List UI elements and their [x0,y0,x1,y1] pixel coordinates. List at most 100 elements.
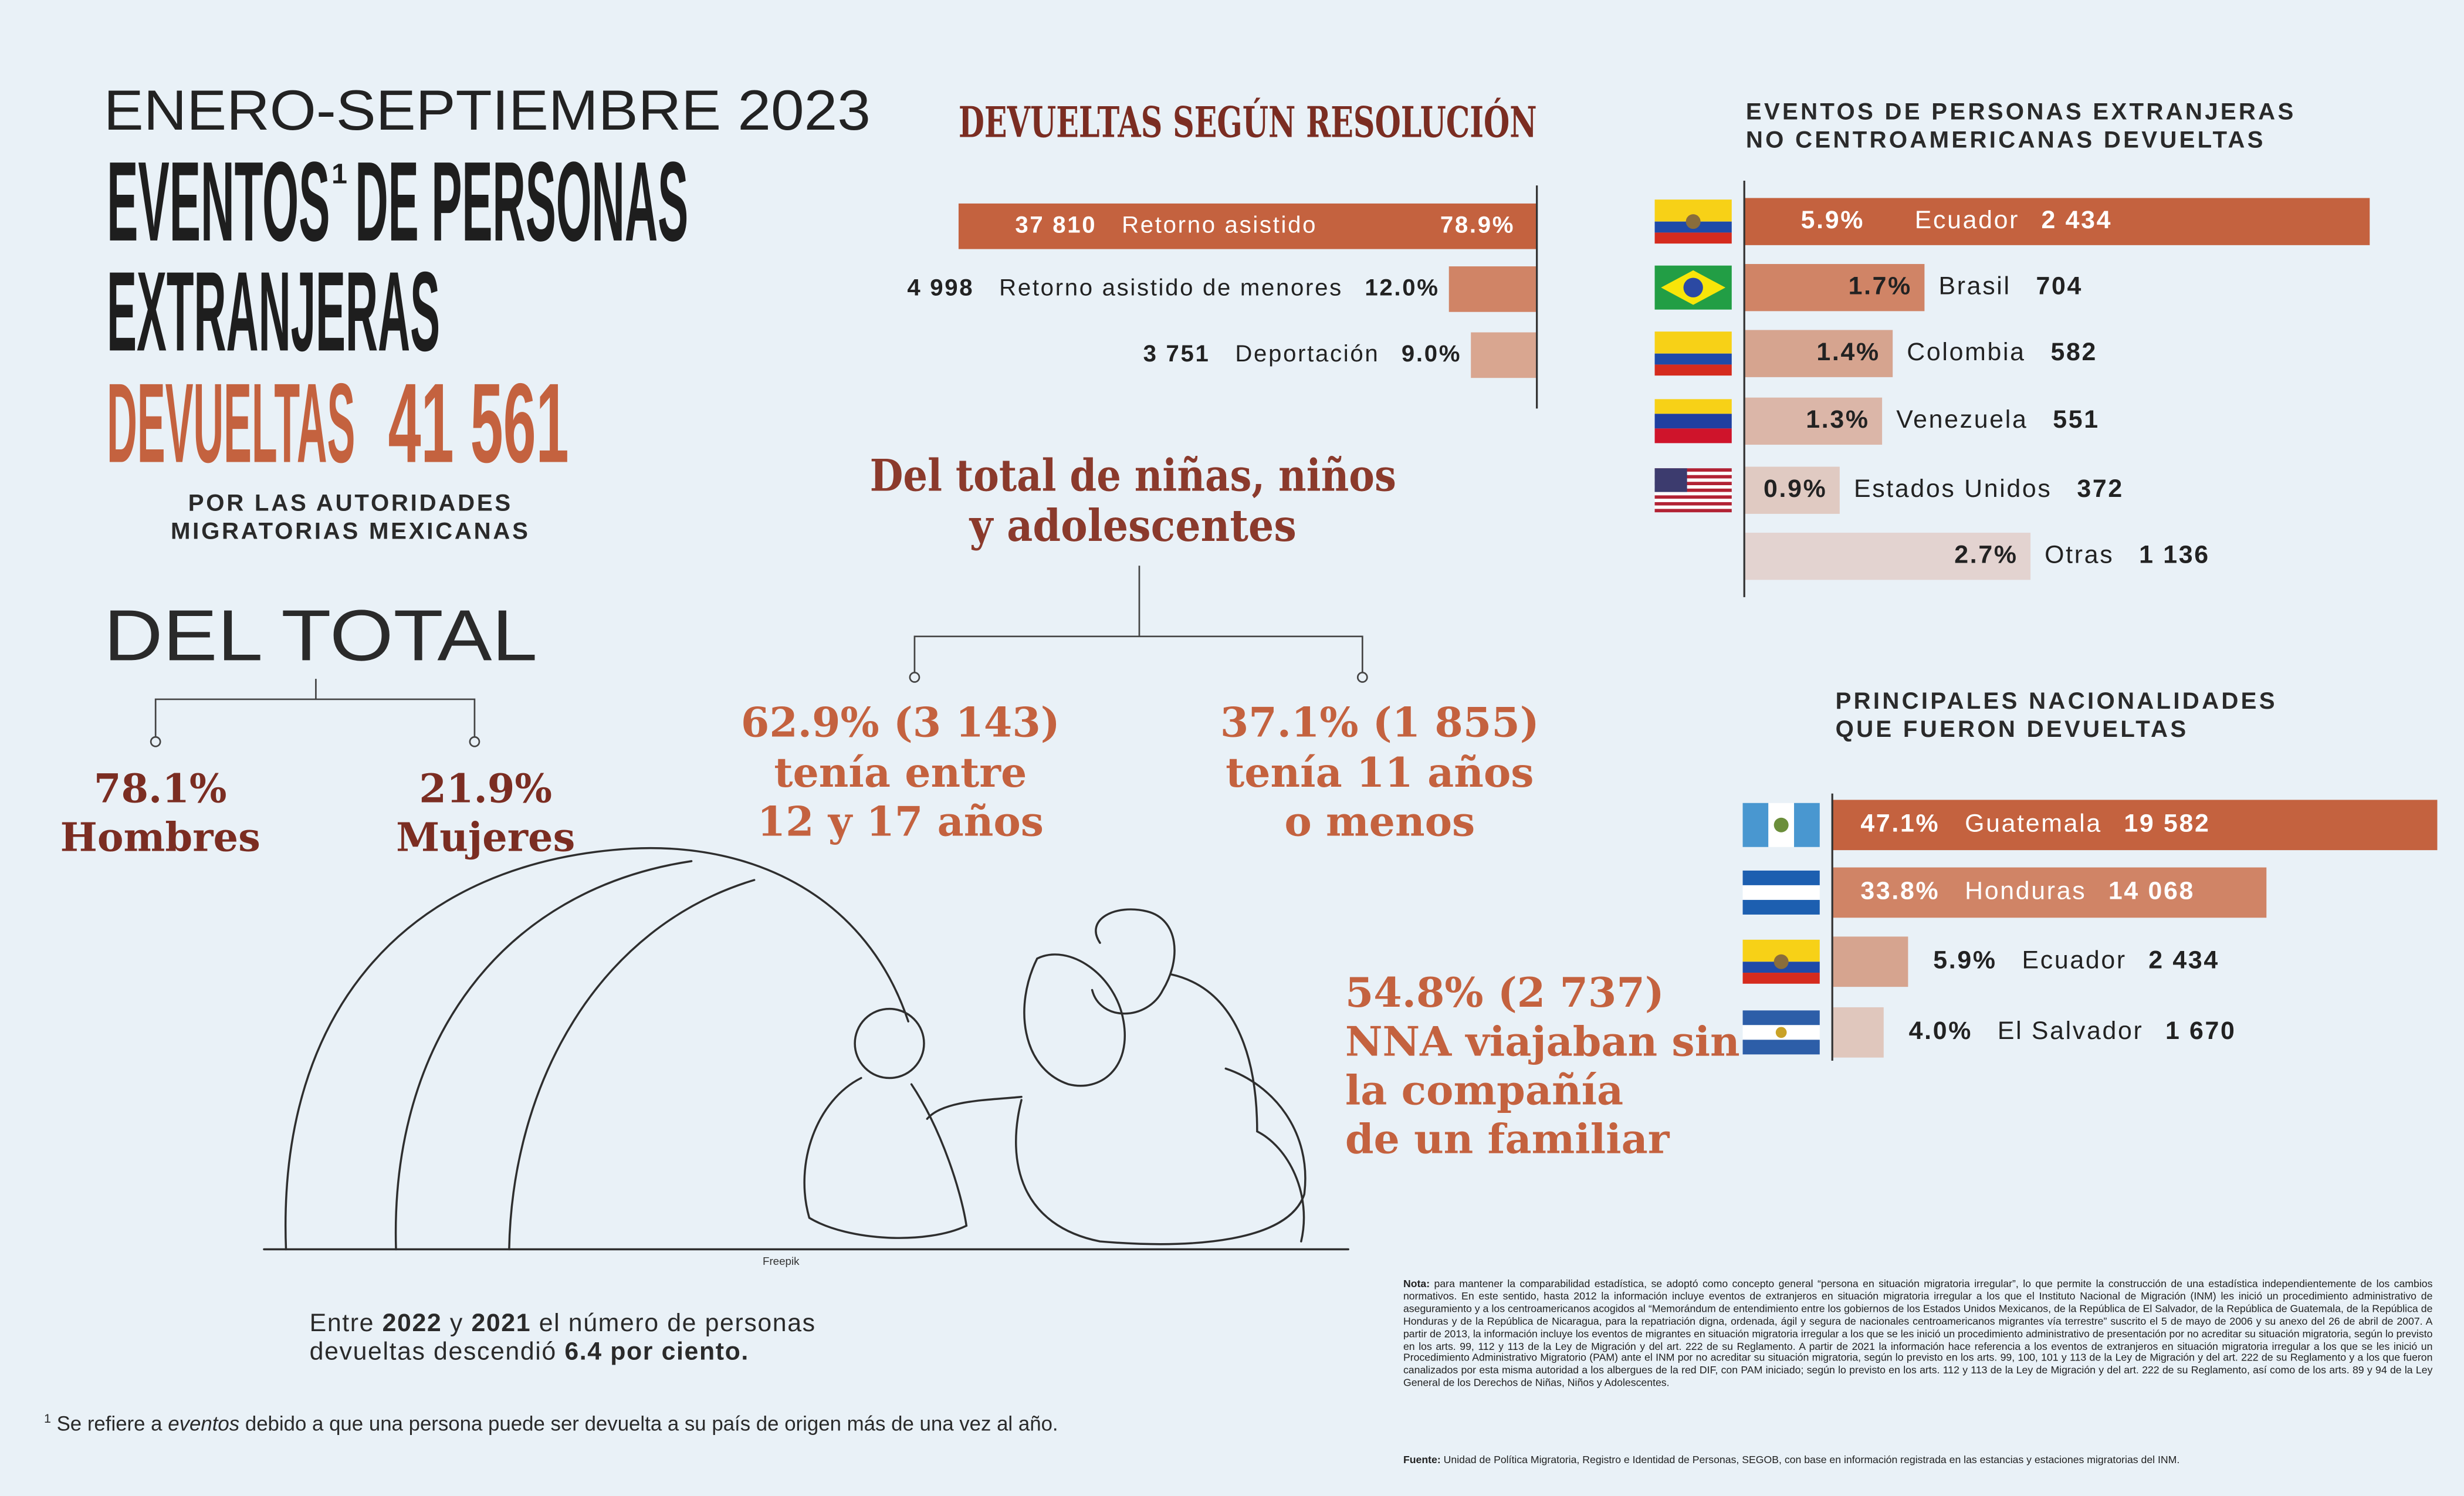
chart-title: PRINCIPALES NACIONALIDADES [1836,688,2277,714]
nna-text: tenía entre [774,749,1027,797]
nna-text: de un familiar [1345,1115,1670,1163]
category-label: Venezuela [1896,405,2028,434]
value-label: 1.7% [1849,272,1912,300]
figure [1015,953,1307,1245]
flag-stripe [1654,232,1732,244]
footnote-text: Se refiere a [51,1413,168,1436]
label: Hombres [60,814,260,861]
flag-stripe [1654,492,1732,496]
category-label: Deportación [1235,340,1379,367]
flag-canton [1654,468,1687,492]
value-label: 4.0% [1909,1017,1972,1045]
count-label: 582 [2051,338,2098,366]
comparison-text: 6.4 por ciento. [564,1338,749,1366]
flag-stripe [1742,885,1820,900]
source-text: Unidad de Política Migratoria, Registro … [1440,1455,2180,1467]
tent [284,847,909,1251]
bar [1744,397,1883,445]
bar-chart: DEVUELTAS SEGÚN RESOLUCIÓN 78.9% Retorno a… [907,97,1538,409]
bar [958,203,1537,249]
flag-stripe [1654,364,1732,376]
node [469,736,480,747]
flag [1742,870,1820,915]
comparison-text: 2022 [383,1309,442,1337]
flag-stripe [1654,485,1732,489]
flag-stripe [1654,502,1732,506]
note-box: Nota: para mantener la comparabilidad es… [1403,1279,2432,1389]
count-label: 4 998 [907,274,974,300]
flag-emblem [1773,954,1789,969]
flag-stripe [1654,428,1732,444]
flag-stripe [1742,973,1820,984]
illustration: Freepik [263,847,1349,1267]
comparison-text: 2021 [471,1309,531,1337]
flag-emblem [1773,817,1789,832]
flag-stripe [1742,899,1820,915]
comparison: Entre 2022 y 2021 el número de personas [310,1309,816,1337]
category-label: Retorno asistido [1122,211,1317,238]
nna-text: 37.1% (1 855) [1220,699,1539,747]
subtitle: MIGRATORIAS MEXICANAS [171,518,530,544]
credit: Freepik [763,1255,800,1267]
bar [1744,533,2031,580]
subtitle: POR LAS AUTORIDADES [188,489,513,516]
flag-stripe [1742,1040,1820,1055]
count-label: 2 434 [2042,206,2113,234]
section-title: y adolescentes [969,500,1297,551]
flag-stripe [1654,414,1732,429]
flag [1654,468,1732,513]
bar [1744,198,2370,245]
headline: DE PERSONAS [355,138,688,265]
bar [1744,466,1840,514]
flag-stripe [1654,488,1732,492]
comparison-text: y [442,1309,471,1337]
value-label: 9.0% [1402,340,1461,367]
nna-text: 12 y 17 años [757,798,1044,845]
value-label: 5.9% [1801,206,1864,234]
figure [1091,908,1305,1243]
flag-stripe [1654,505,1732,509]
chart-title: NO CENTROAMERICANAS DEVUELTAS [1746,127,2266,153]
flag-stripe [1654,468,1732,472]
flag-stripe [1654,399,1732,414]
flag [1742,1010,1820,1055]
footnote-text: eventos [168,1413,239,1436]
section-title: DEL TOTAL [104,595,537,676]
flag-emblem [1685,214,1701,229]
value-label: 1.3% [1806,405,1869,434]
comparison-text: el número de personas [531,1309,816,1337]
figure [803,1077,1023,1239]
comparison-text: Entre [310,1309,383,1337]
category-label: Guatemala [1965,810,2102,838]
nna-text: 62.9% (3 143) [741,699,1060,747]
category-label: Otras [2045,541,2114,569]
source: Fuente: Unidad de Política Migratoria, R… [1403,1455,2432,1467]
value-label: 2.7% [1954,541,2018,569]
category-label: Honduras [1965,877,2086,905]
count-label: 14 068 [2108,877,2195,905]
comparison-text: devueltas descendió [310,1338,565,1366]
category-label: Ecuador [2022,946,2126,974]
flag-stripe [1654,482,1732,486]
percent: 21.9% [419,766,552,812]
flag-stripe [1742,803,1769,847]
note-label: Nota: [1403,1279,1430,1291]
category-label: Retorno asistido de menores [999,274,1343,300]
flag-stripe [1654,499,1732,502]
count-label: 1 670 [2165,1017,2236,1045]
section-title: Del total de niñas, niños [870,449,1396,501]
period: ENERO-SEPTIEMBRE 2023 [104,79,871,142]
node [150,736,161,747]
count-label: 37 810 [1015,211,1096,238]
flag [1742,939,1820,984]
flag-stripe [1742,1010,1820,1025]
flag [1654,199,1732,244]
count-label: 551 [2053,405,2100,434]
bar [1832,936,1908,987]
value-label: 0.9% [1764,475,1827,503]
nna-text: la compañía [1345,1067,1623,1114]
bar [1448,266,1537,312]
